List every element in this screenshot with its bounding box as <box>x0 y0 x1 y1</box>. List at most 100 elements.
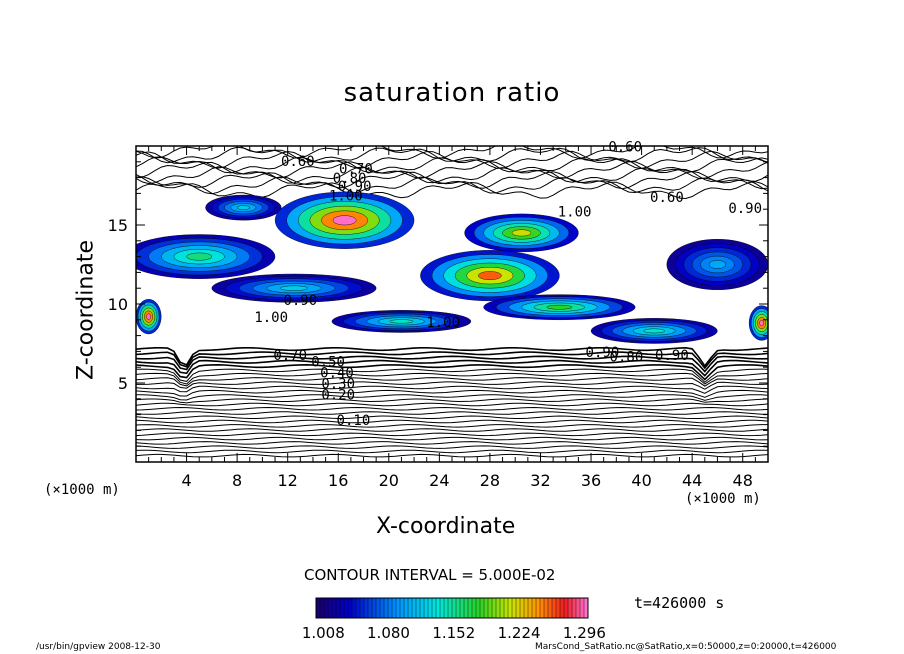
contour-label: 0.80 <box>333 171 367 187</box>
supersaturated-region <box>205 194 282 221</box>
supersaturated-region <box>211 273 377 303</box>
contour-label: 1.00 <box>558 204 592 220</box>
y-tick-label: 15 <box>108 216 128 235</box>
colorbar-cell <box>412 598 417 618</box>
y-tick-label: 5 <box>118 374 128 393</box>
colorbar-cell <box>504 598 509 618</box>
contour-label: 0.50 <box>311 355 345 371</box>
supersaturated-region <box>331 310 472 333</box>
x-tick-label: 28 <box>480 471 500 490</box>
colorbar-cell <box>428 598 433 618</box>
colorbar-cell <box>372 598 377 618</box>
colorbar-cell <box>568 598 573 618</box>
colorbar-cell <box>340 598 345 618</box>
x-tick-label: 32 <box>530 471 550 490</box>
colorbar-cell <box>384 598 389 618</box>
contour-interval-label: CONTOUR INTERVAL = 5.000E-02 <box>304 566 556 584</box>
chart-title: saturation ratio <box>343 78 561 108</box>
colorbar-cell <box>316 598 321 618</box>
colorbar-cell <box>484 598 489 618</box>
colorbar-cell <box>396 598 401 618</box>
colorbar-cell <box>360 598 365 618</box>
colorbar-cell <box>364 598 369 618</box>
x-tick-label: 44 <box>682 471 702 490</box>
colorbar-cell <box>572 598 577 618</box>
colorbar-cell <box>548 598 553 618</box>
colorbar-cell <box>460 598 465 618</box>
colorbar-cell <box>556 598 561 618</box>
colorbar-frame <box>315 597 589 619</box>
footer-right: MarsCond_SatRatio.nc@SatRatio,x=0:50000,… <box>535 642 837 652</box>
colorbar-cell <box>424 598 429 618</box>
colorbar-tick-label: 1.008 <box>302 624 345 642</box>
colorbar-tick-label: 1.152 <box>432 624 475 642</box>
supersaturated-region <box>420 250 560 302</box>
contour-label: 1.00 <box>329 189 363 205</box>
colorbar-cell <box>356 598 361 618</box>
x-tick-label: 48 <box>733 471 753 490</box>
supersaturated-regions <box>136 191 768 344</box>
x-axis: 4 8 12 16 20 24 28 32 36 40 44 48 <box>148 146 756 490</box>
colorbar-cell <box>536 598 541 618</box>
x-axis-unit-left: (×1000 m) <box>44 482 120 498</box>
colorbar-cell <box>332 598 337 618</box>
colorbar-cell <box>500 598 505 618</box>
colorbar-cell <box>448 598 453 618</box>
supersaturated-region <box>666 239 768 290</box>
supersaturated-region <box>483 294 636 321</box>
contour-label: 0.20 <box>321 388 355 404</box>
contour-label: 0.40 <box>320 366 354 382</box>
colorbar-cell <box>344 598 349 618</box>
contour-label: 0.60 <box>608 140 642 156</box>
colorbar-cell <box>480 598 485 618</box>
colorbar-cell <box>560 598 565 618</box>
contour-label: 0.80 <box>610 350 644 366</box>
colorbar-cell <box>516 598 521 618</box>
colorbar-cell <box>436 598 441 618</box>
colorbar-cell <box>476 598 481 618</box>
colorbar-cell <box>520 598 525 618</box>
colorbar-cell <box>532 598 537 618</box>
x-tick-label: 12 <box>278 471 298 490</box>
colorbar-cell <box>544 598 549 618</box>
colorbar-cell <box>420 598 425 618</box>
x-tick-label: 16 <box>328 471 348 490</box>
supersaturated-region <box>274 191 415 249</box>
contour-label: 0.90 <box>586 345 620 361</box>
colorbar-cell <box>452 598 457 618</box>
contour-label: 0.90 <box>728 201 762 217</box>
colorbar-cell <box>552 598 557 618</box>
colorbar-tick-label: 1.080 <box>367 624 410 642</box>
colorbar-cell <box>492 598 497 618</box>
colorbar: 1.008 1.080 1.152 1.224 1.296 <box>302 597 606 642</box>
contour-label: 0.30 <box>321 377 355 393</box>
colorbar-cell <box>472 598 477 618</box>
contour-label: 0.90 <box>338 179 372 195</box>
colorbar-cell <box>368 598 373 618</box>
colorbar-cell <box>416 598 421 618</box>
supersaturated-region <box>136 234 276 279</box>
colorbar-cell <box>528 598 533 618</box>
colorbar-cell <box>576 598 581 618</box>
colorbar-cell <box>468 598 473 618</box>
contour-label: 0.70 <box>339 162 373 178</box>
contour-lines <box>136 146 768 458</box>
footer-left: /usr/bin/gpview 2008-12-30 <box>36 642 161 652</box>
colorbar-cell <box>464 598 469 618</box>
colorbar-cell <box>580 598 585 618</box>
colorbar-cell <box>404 598 409 618</box>
colorbar-cell <box>328 598 333 618</box>
contour-labels: 0.100.200.300.400.500.70 0.900.80 0.901.00… <box>254 140 762 429</box>
colorbar-cell <box>336 598 341 618</box>
colorbar-cell <box>408 598 413 618</box>
x-tick-label: 20 <box>379 471 399 490</box>
colorbar-cell <box>380 598 385 618</box>
contour-label: 0.60 <box>281 154 315 170</box>
colorbar-cell <box>352 598 357 618</box>
colorbar-cell <box>512 598 517 618</box>
supersaturated-region <box>136 299 162 335</box>
x-tick-label: 24 <box>429 471 449 490</box>
colorbar-cell <box>388 598 393 618</box>
colorbar-cell <box>456 598 461 618</box>
